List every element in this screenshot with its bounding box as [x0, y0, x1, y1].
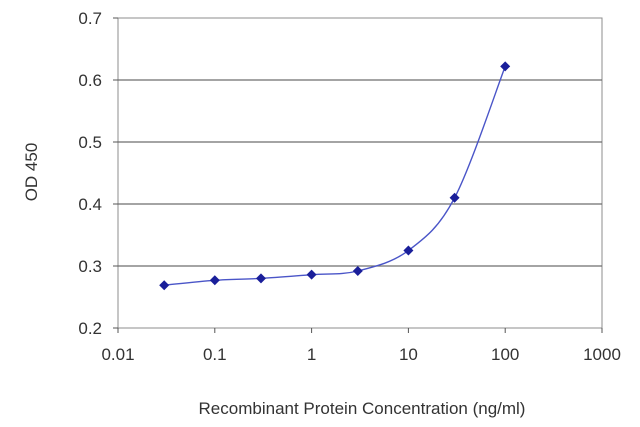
x-tick-label: 0.01 [101, 345, 134, 364]
series-group [159, 61, 511, 291]
y-tick-label: 0.7 [78, 9, 102, 28]
x-axis-title: Recombinant Protein Concentration (ng/ml… [199, 399, 526, 418]
y-tick-label: 0.4 [78, 195, 102, 214]
x-tick-label: 0.1 [203, 345, 227, 364]
y-axis-title: OD 450 [22, 143, 41, 202]
y-tick-label: 0.6 [78, 71, 102, 90]
data-point [449, 192, 460, 203]
data-point [500, 61, 511, 72]
data-point [159, 280, 170, 291]
y-tick-label: 0.3 [78, 257, 102, 276]
y-tick-label: 0.2 [78, 319, 102, 338]
x-tick-label: 1000 [583, 345, 621, 364]
x-tick-label: 100 [491, 345, 519, 364]
data-point [306, 269, 317, 280]
data-point [403, 245, 414, 256]
data-point [352, 265, 363, 276]
gridlines [118, 79, 602, 267]
plot-area [117, 17, 603, 329]
x-tick-label: 1 [307, 345, 316, 364]
y-axis: 0.2 0.3 0.4 0.5 0.6 0.7 [78, 9, 118, 338]
data-point [255, 273, 266, 284]
fit-curve [164, 66, 506, 286]
x-tick-label: 10 [399, 345, 418, 364]
data-point [209, 275, 220, 286]
y-tick-label: 0.5 [78, 133, 102, 152]
x-axis: 0.01 0.1 1 10 100 1000 [101, 328, 621, 364]
